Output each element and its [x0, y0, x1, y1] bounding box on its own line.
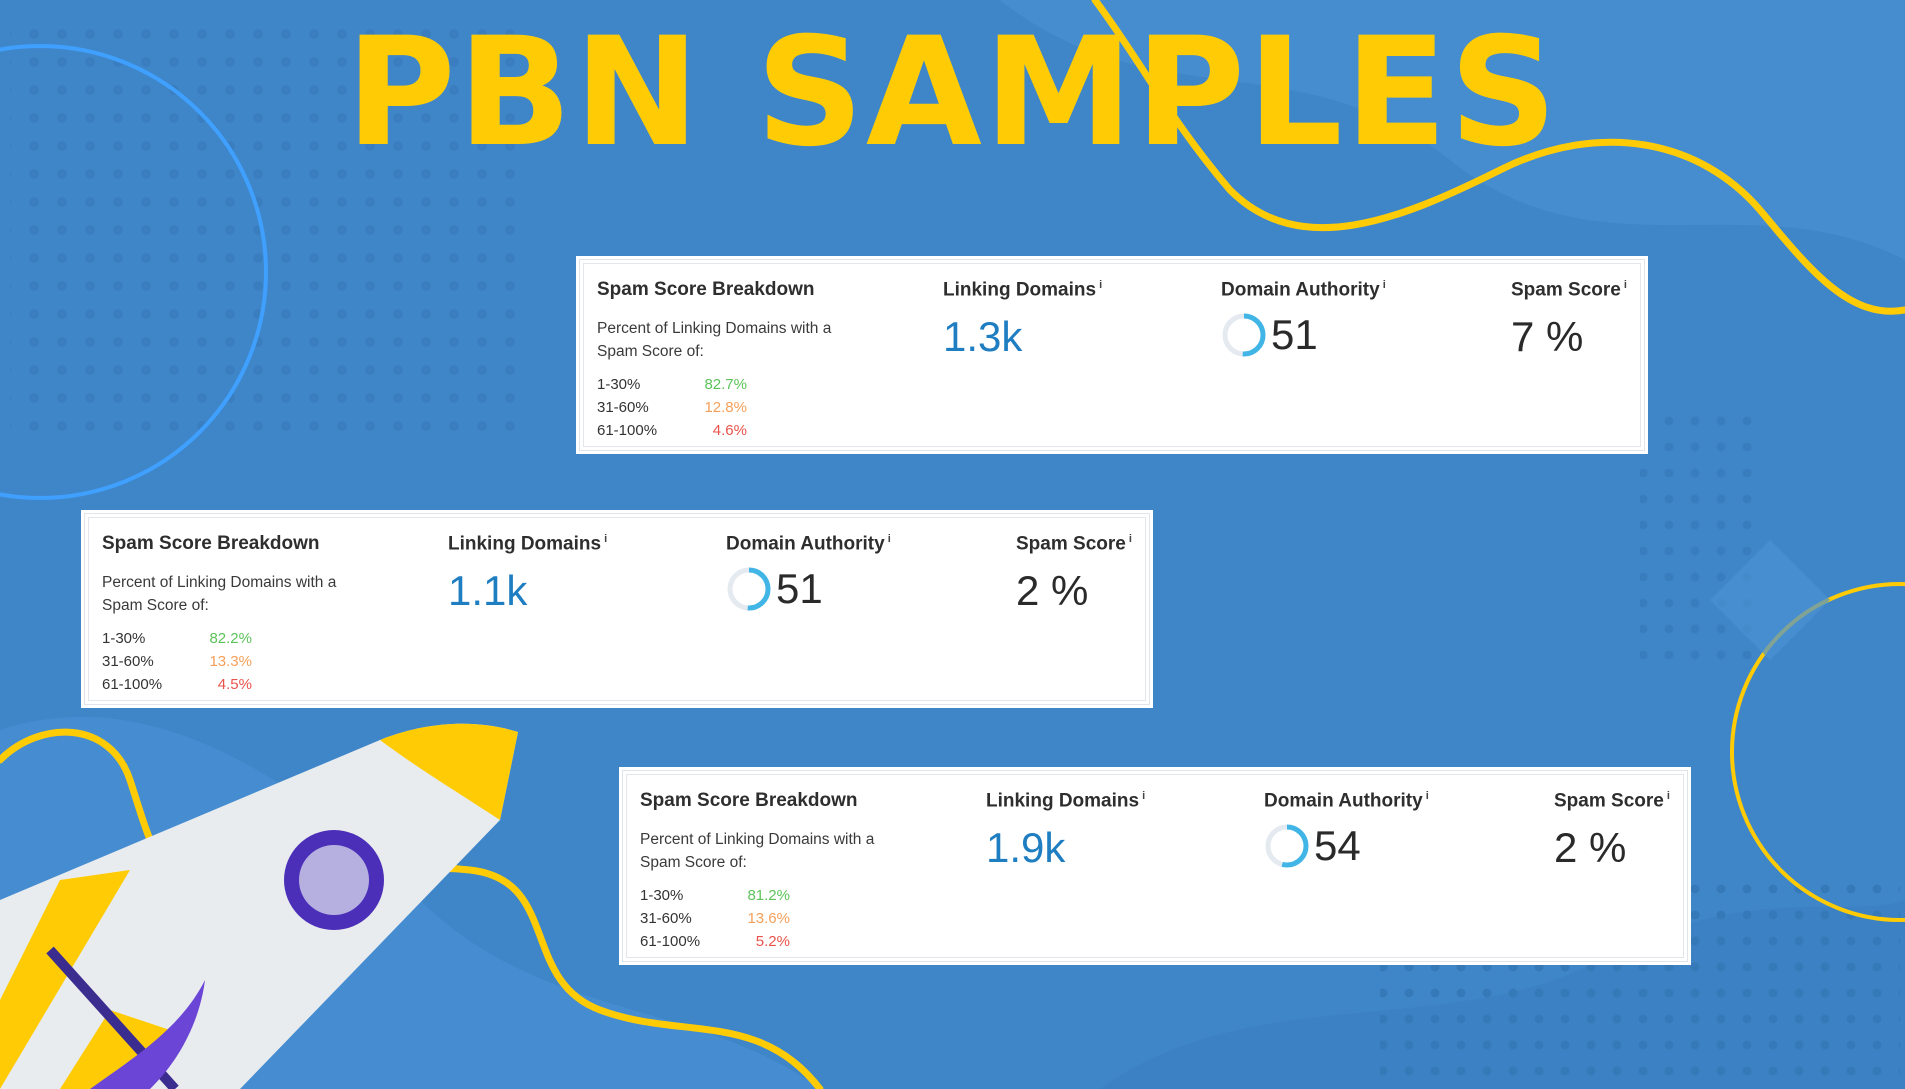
- authority-ring-icon: [1265, 824, 1309, 868]
- breakdown-subtitle: Percent of Linking Domains with a Spam S…: [597, 320, 832, 360]
- spam-score-label: Spam Score: [1016, 533, 1126, 555]
- breakdown-pct: 13.6%: [747, 910, 790, 927]
- linking-domains-section: Linking Domains i 1.3k: [943, 279, 1102, 361]
- breakdown-range: 61-100%: [597, 422, 658, 439]
- authority-ring-icon: [1222, 313, 1266, 357]
- spam-breakdown-section: Spam Score Breakdown Percent of Linking …: [640, 790, 880, 953]
- authority-ring-icon: [727, 567, 771, 611]
- breakdown-range: 1-30%: [102, 630, 146, 647]
- breakdown-subtitle: Percent of Linking Domains with a Spam S…: [102, 574, 337, 614]
- domain-authority-value: 51: [776, 565, 823, 613]
- info-icon[interactable]: i: [604, 533, 608, 545]
- spam-score-section: Spam Score i 7 %: [1511, 279, 1627, 361]
- breakdown-range: 31-60%: [597, 399, 649, 416]
- metrics-card: Spam Score Breakdown Percent of Linking …: [619, 767, 1691, 965]
- linking-domains-section: Linking Domains i 1.1k: [448, 533, 607, 615]
- domain-authority-value: 51: [1271, 311, 1318, 359]
- domain-authority-label: Domain Authority: [726, 533, 885, 555]
- spam-breakdown-section: Spam Score Breakdown Percent of Linking …: [102, 533, 342, 696]
- linking-domains-section: Linking Domains i 1.9k: [986, 790, 1145, 872]
- breakdown-range: 31-60%: [102, 653, 154, 670]
- breakdown-subtitle: Percent of Linking Domains with a Spam S…: [640, 831, 875, 871]
- breakdown-range: 1-30%: [640, 887, 684, 904]
- metrics-card: Spam Score Breakdown Percent of Linking …: [81, 510, 1153, 708]
- breakdown-row: 31-60% 13.3%: [102, 650, 342, 673]
- domain-authority-label: Domain Authority: [1264, 790, 1423, 812]
- breakdown-pct: 12.8%: [704, 399, 747, 416]
- domain-authority-section: Domain Authority i 51: [1221, 279, 1386, 359]
- domain-authority-value: 54: [1314, 822, 1361, 870]
- page-title: PBN SAMPLES: [345, 6, 1560, 180]
- domain-authority-section: Domain Authority i 51: [726, 533, 891, 613]
- wave-shape: [1000, 0, 1905, 260]
- diamond-shape: [1710, 540, 1830, 660]
- linking-domains-value: 1.3k: [943, 313, 1023, 361]
- breakdown-title: Spam Score Breakdown: [597, 279, 815, 300]
- info-icon[interactable]: i: [1623, 279, 1627, 291]
- breakdown-row: 31-60% 13.6%: [640, 907, 880, 930]
- metrics-card: Spam Score Breakdown Percent of Linking …: [576, 256, 1648, 454]
- breakdown-pct: 4.6%: [712, 422, 747, 439]
- domain-authority-label: Domain Authority: [1221, 279, 1380, 301]
- info-icon[interactable]: i: [1142, 790, 1146, 802]
- breakdown-row: 1-30% 82.7%: [597, 373, 837, 396]
- linking-domains-value: 1.9k: [986, 824, 1066, 872]
- breakdown-title: Spam Score Breakdown: [640, 790, 858, 811]
- spam-breakdown-section: Spam Score Breakdown Percent of Linking …: [597, 279, 837, 442]
- domain-authority-section: Domain Authority i 54: [1264, 790, 1429, 870]
- circle-outline: [1730, 582, 1905, 922]
- linking-domains-label: Linking Domains: [448, 533, 602, 555]
- breakdown-title: Spam Score Breakdown: [102, 533, 320, 554]
- breakdown-pct: 82.7%: [704, 376, 747, 393]
- breakdown-pct: 13.3%: [209, 653, 252, 670]
- linking-domains-label: Linking Domains: [943, 279, 1097, 301]
- info-icon[interactable]: i: [887, 533, 891, 545]
- spam-score-section: Spam Score i 2 %: [1554, 790, 1670, 872]
- breakdown-range: 61-100%: [640, 933, 701, 950]
- rocket-illustration: [0, 723, 518, 1089]
- spam-score-value: 2 %: [1016, 567, 1089, 615]
- info-icon[interactable]: i: [1425, 790, 1429, 802]
- dot-grid: [10, 20, 530, 440]
- spam-score-section: Spam Score i 2 %: [1016, 533, 1132, 615]
- linking-domains-label: Linking Domains: [986, 790, 1140, 812]
- spam-score-value: 7 %: [1511, 313, 1584, 361]
- circle-outline: [0, 44, 268, 500]
- info-icon[interactable]: i: [1099, 279, 1103, 291]
- linking-domains-value: 1.1k: [448, 567, 528, 615]
- breakdown-row: 61-100% 4.6%: [597, 419, 837, 442]
- breakdown-pct: 82.2%: [209, 630, 252, 647]
- breakdown-row: 61-100% 4.5%: [102, 673, 342, 696]
- breakdown-pct: 5.2%: [755, 933, 790, 950]
- breakdown-row: 1-30% 82.2%: [102, 627, 342, 650]
- breakdown-row: 1-30% 81.2%: [640, 884, 880, 907]
- breakdown-range: 61-100%: [102, 676, 163, 693]
- spam-score-label: Spam Score: [1554, 790, 1664, 812]
- wavy-line: [1091, 0, 1905, 315]
- breakdown-row: 31-60% 12.8%: [597, 396, 837, 419]
- spam-score-label: Spam Score: [1511, 279, 1621, 301]
- info-icon[interactable]: i: [1666, 790, 1670, 802]
- breakdown-range: 1-30%: [597, 376, 641, 393]
- info-icon[interactable]: i: [1128, 533, 1132, 545]
- breakdown-pct: 4.5%: [217, 676, 252, 693]
- breakdown-row: 61-100% 5.2%: [640, 930, 880, 953]
- spam-score-value: 2 %: [1554, 824, 1627, 872]
- breakdown-range: 31-60%: [640, 910, 692, 927]
- info-icon[interactable]: i: [1382, 279, 1386, 291]
- breakdown-pct: 81.2%: [747, 887, 790, 904]
